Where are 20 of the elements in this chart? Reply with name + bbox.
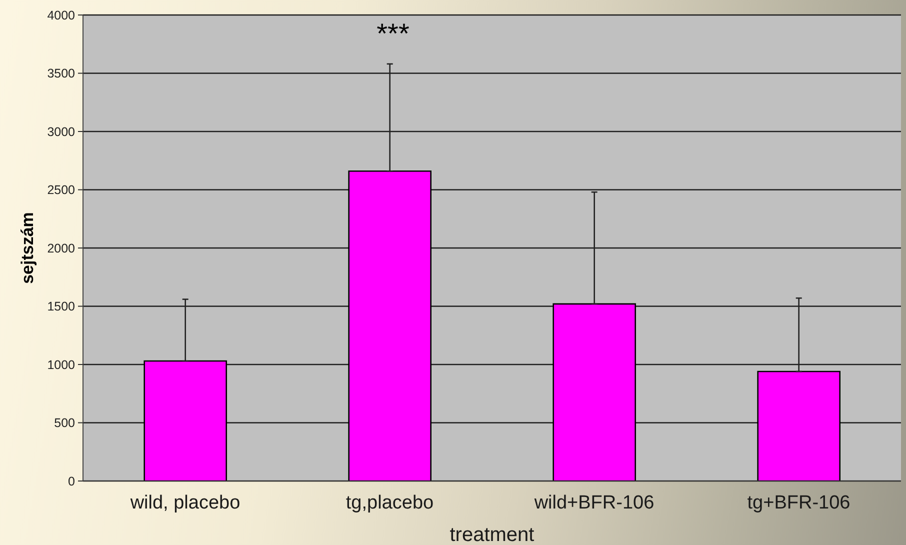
x-tick-label: tg+BFR-106 [747,492,850,514]
x-tick-label: wild, placebo [129,492,240,514]
annotation: *** [376,18,410,49]
y-axis-title: sejtszám [18,212,38,284]
y-tick-label: 500 [54,416,76,430]
y-tick-label: 0 [68,474,76,488]
y-tick-label: 1500 [47,300,76,314]
y-tick-label: 2000 [47,241,76,256]
bar [348,170,432,481]
y-tick-label: 3500 [47,66,76,81]
x-tick-label: tg,placebo [346,492,434,514]
bar [552,303,636,481]
x-axis-title: treatment [450,524,535,545]
y-tick-label: 2500 [47,183,76,198]
bar [757,370,840,481]
x-tick-label: wild+BFR-106 [533,492,654,514]
y-tick-label: 4000 [47,8,76,22]
y-tick-label: 3000 [47,124,76,139]
bar [144,360,227,481]
y-tick-label: 1000 [47,358,76,372]
